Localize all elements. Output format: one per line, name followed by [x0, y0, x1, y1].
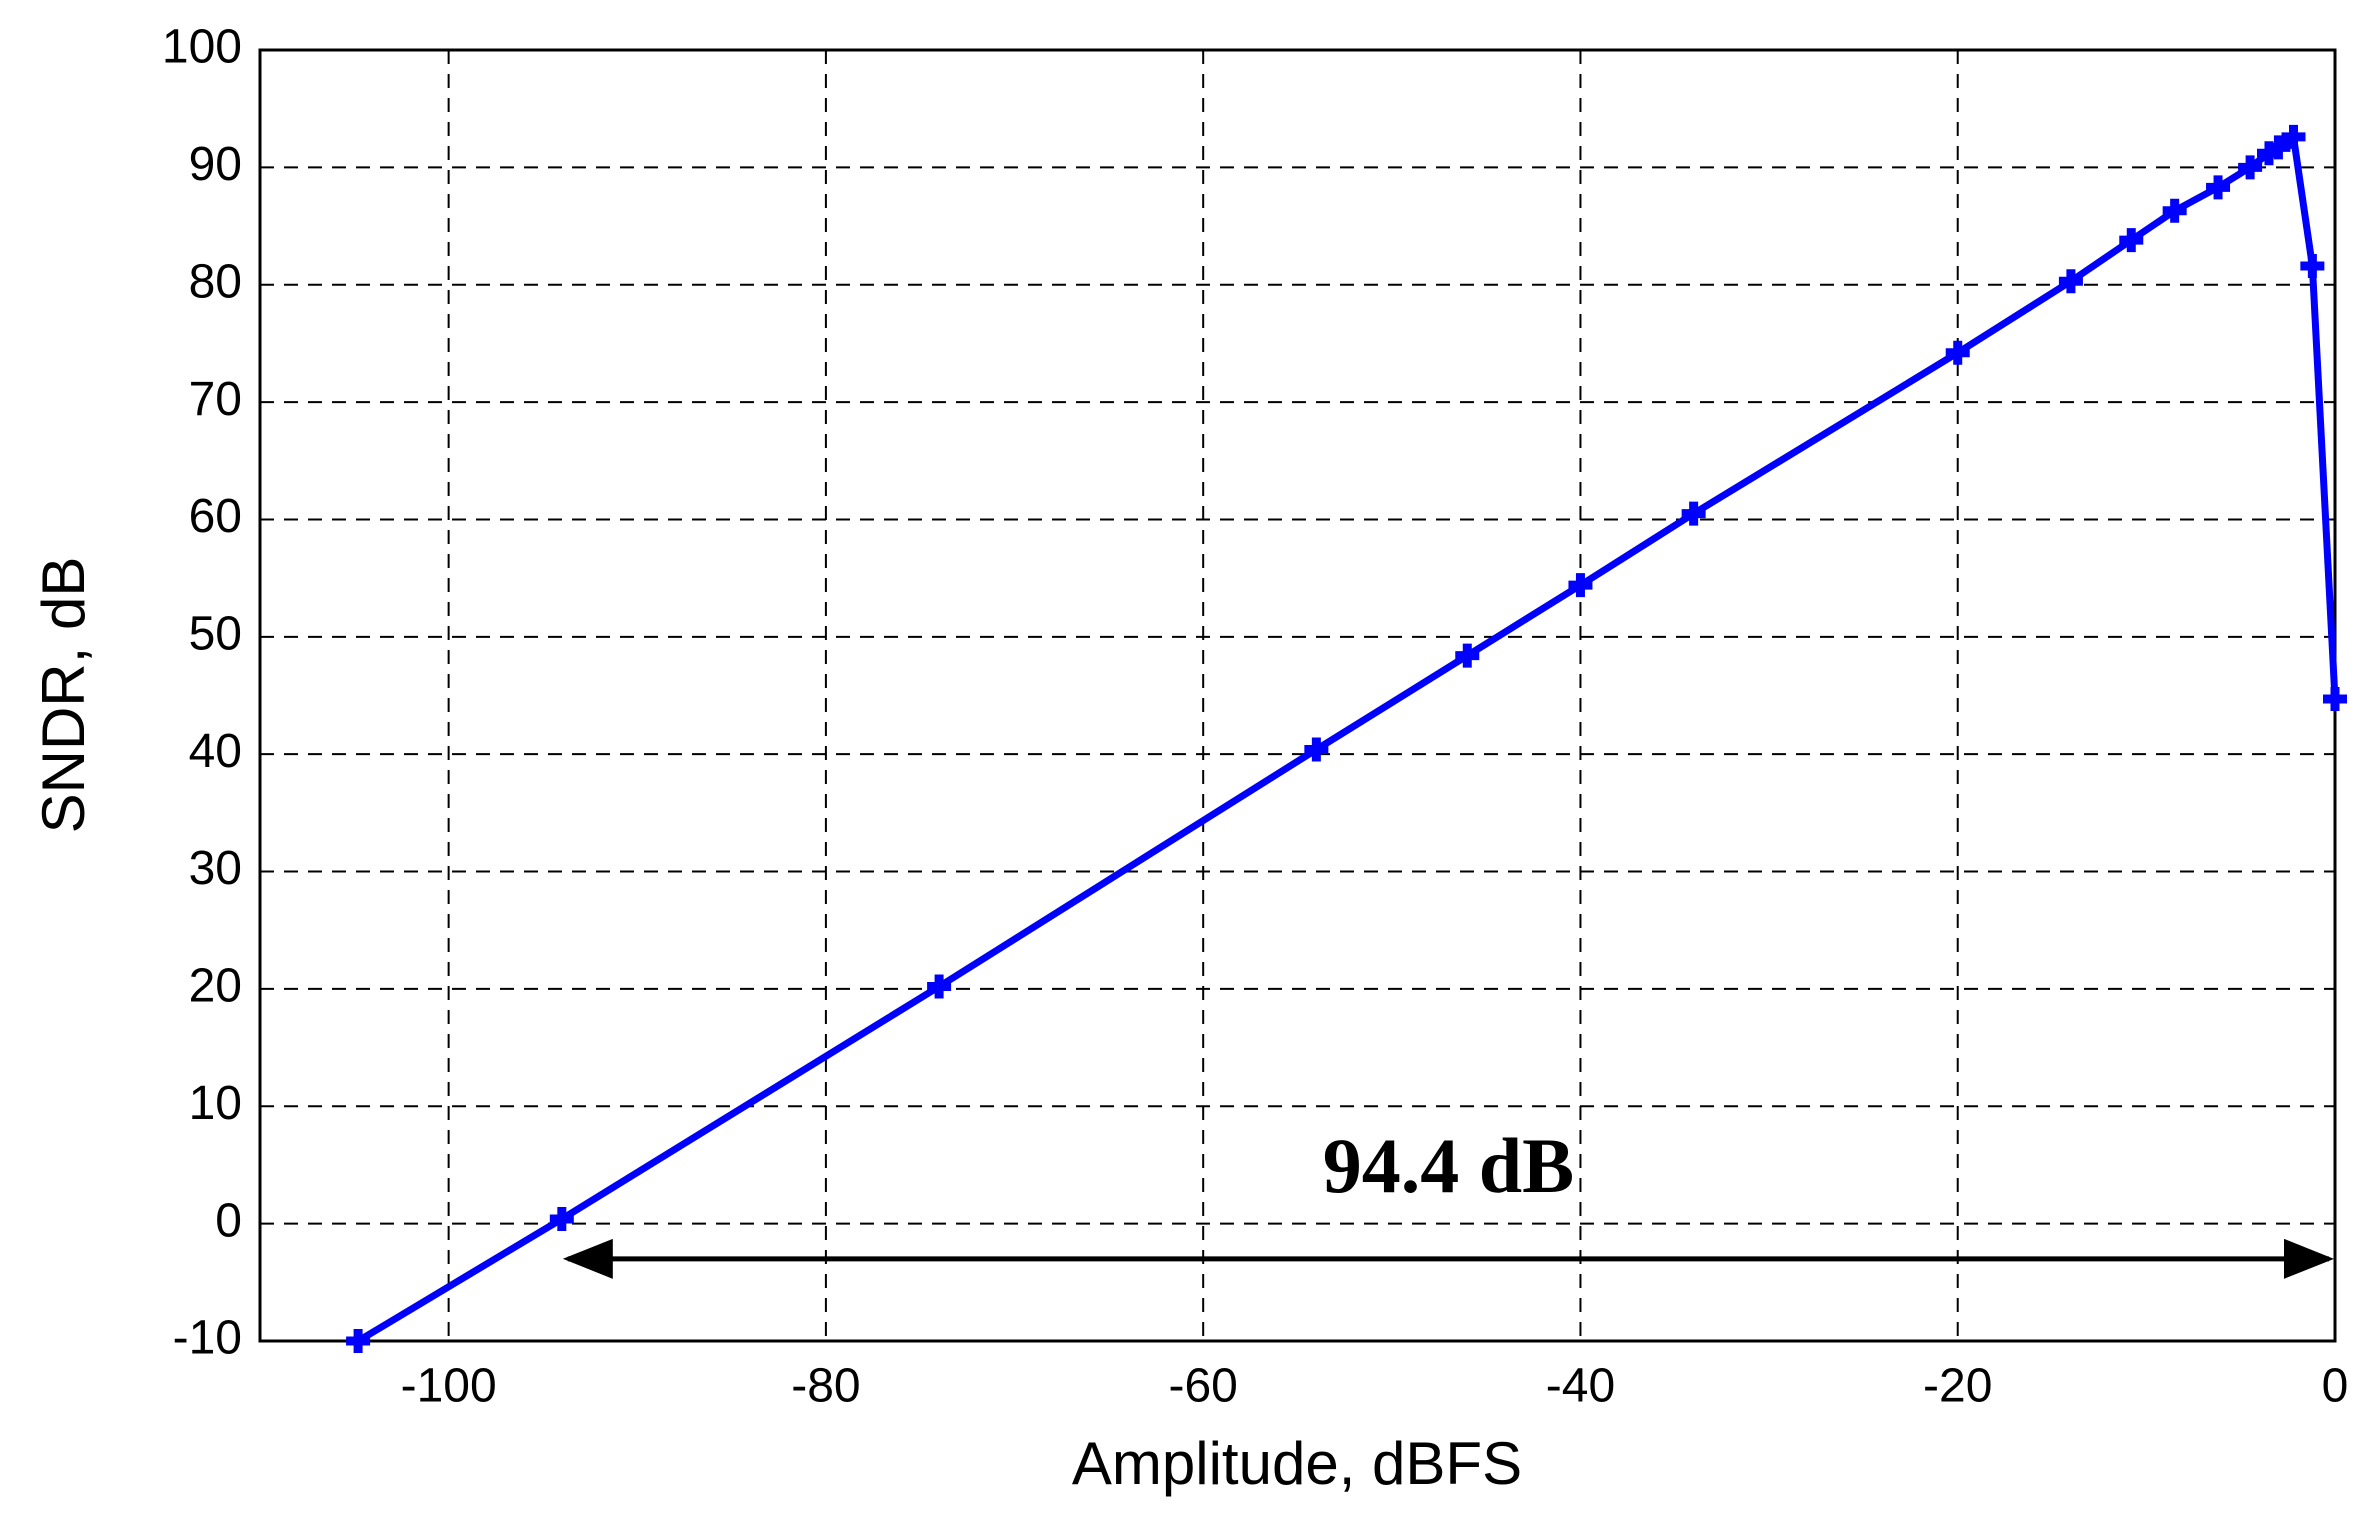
- data-marker: [927, 974, 952, 999]
- data-marker: [1455, 643, 1480, 668]
- data-marker: [2206, 175, 2231, 200]
- x-tick-label: -60: [1168, 1360, 1237, 1413]
- x-tick-label: -80: [791, 1360, 860, 1413]
- x-tick-label: -20: [1923, 1360, 1992, 1413]
- y-tick-label: 50: [189, 607, 242, 660]
- data-marker: [1568, 573, 1593, 598]
- data-marker: [2058, 269, 2083, 294]
- annotation-text: 94.4 dB: [1323, 1122, 1574, 1209]
- y-tick-label: 90: [189, 138, 242, 191]
- y-tick-label: 80: [189, 255, 242, 308]
- plot-frame: [258, 48, 2337, 1343]
- data-marker: [2300, 253, 2325, 278]
- y-tick-label: 30: [189, 842, 242, 895]
- y-tick-label: 40: [189, 725, 242, 778]
- data-marker: [2323, 687, 2347, 712]
- x-tick-label: 0: [2322, 1360, 2349, 1413]
- data-marker: [2238, 155, 2263, 180]
- data-marker: [1681, 501, 1706, 526]
- y-tick-label: -10: [173, 1312, 242, 1365]
- y-tick-label: 10: [189, 1077, 242, 1130]
- y-tick-label: 100: [162, 21, 242, 74]
- y-axis-label: SNDR, dB: [30, 557, 97, 834]
- y-tick-label: 0: [215, 1194, 242, 1247]
- y-tick-label: 70: [189, 373, 242, 426]
- data-marker: [2119, 228, 2144, 253]
- y-tick-label: 60: [189, 490, 242, 543]
- data-marker: [2162, 198, 2187, 223]
- y-tick-label: 20: [189, 960, 242, 1013]
- data-marker: [549, 1206, 574, 1231]
- data-marker: [346, 1329, 371, 1353]
- x-tick-label: -100: [401, 1360, 497, 1413]
- data-marker: [1945, 340, 1970, 365]
- data-marker: [1304, 737, 1329, 762]
- x-tick-label: -40: [1546, 1360, 1615, 1413]
- data-marker: [2281, 124, 2306, 149]
- data-marker: [2266, 135, 2291, 160]
- x-axis-label: Amplitude, dBFS: [1072, 1430, 1522, 1497]
